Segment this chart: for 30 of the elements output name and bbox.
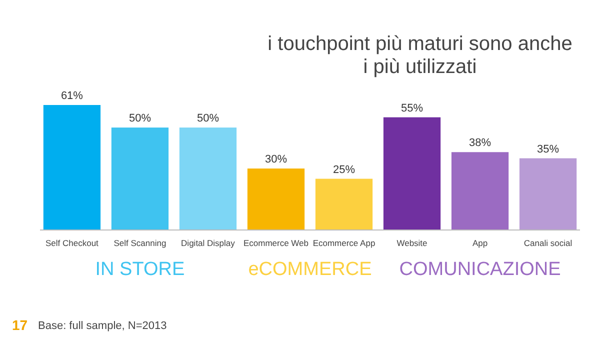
x-tick-label: Ecommerce Web [243,238,309,248]
x-tick-label: App [472,238,488,248]
bar [247,168,305,230]
data-label: 35% [537,143,560,156]
data-label: 30% [264,154,288,166]
x-tick-label: Digital Display [181,238,236,248]
text: IN STORE [95,259,185,280]
data-label: 55% [401,102,424,114]
text: eCOMMERCE [248,259,372,280]
bar [383,117,441,230]
x-tick-label: Self Checkout [46,238,100,248]
data-label: 61% [60,90,84,102]
x-tick-label: Canali social [524,238,572,248]
x-tick-label: Self Scanning [114,238,166,248]
bar [179,128,237,230]
x-tick-label: Ecommerce App [312,238,376,248]
text: Base: full sample, N=2013 [38,320,167,332]
x-tick-label: Website [396,238,428,248]
bar [315,178,373,230]
data-label: 50% [196,112,220,125]
text: 17 [12,317,28,333]
text: COMUNICAZIONE [399,259,561,280]
data-label: 38% [469,137,492,150]
bar [111,128,169,230]
bar [519,158,577,230]
bar [43,105,101,230]
chart-title: i touchpoint più maturi sono anche i più utilizzati [268,33,572,78]
data-label: 25% [332,164,356,176]
bar [451,152,509,230]
data-label: 50% [128,112,152,125]
